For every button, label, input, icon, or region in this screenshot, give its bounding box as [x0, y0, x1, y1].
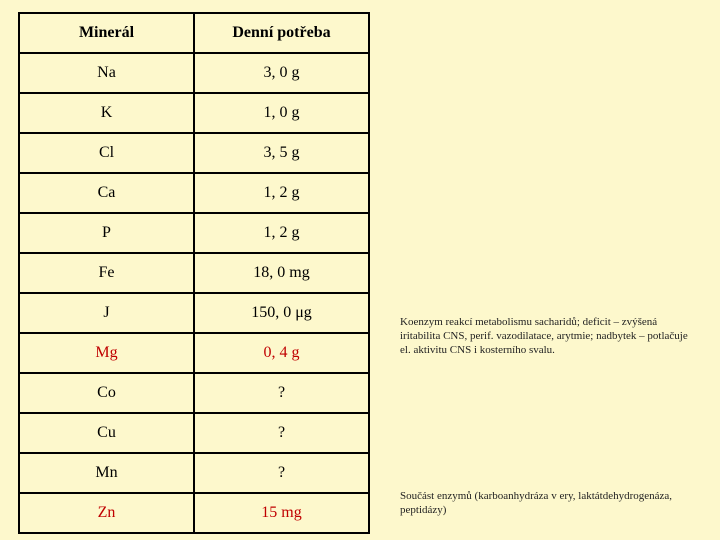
cell-value: 0, 4 g	[194, 333, 369, 373]
cell-mineral: Mg	[19, 333, 194, 373]
side-note-zn: Součást enzymů (karboanhydráza v ery, la…	[400, 490, 700, 518]
table-row: Mn ?	[19, 453, 369, 493]
cell-mineral: Mn	[19, 453, 194, 493]
cell-value: 3, 5 g	[194, 133, 369, 173]
cell-value: 3, 0 g	[194, 53, 369, 93]
table-header-row: Minerál Denní potřeba	[19, 13, 369, 53]
table-row: Fe 18, 0 mg	[19, 253, 369, 293]
table-row: Cl 3, 5 g	[19, 133, 369, 173]
cell-value: 150, 0 μg	[194, 293, 369, 333]
cell-mineral: Cu	[19, 413, 194, 453]
cell-mineral: Zn	[19, 493, 194, 533]
table-row: J 150, 0 μg	[19, 293, 369, 333]
cell-mineral: Na	[19, 53, 194, 93]
table-row: P 1, 2 g	[19, 213, 369, 253]
table-row: Na 3, 0 g	[19, 53, 369, 93]
cell-value: 1, 0 g	[194, 93, 369, 133]
cell-mineral: Co	[19, 373, 194, 413]
cell-value: 15 mg	[194, 493, 369, 533]
cell-value: ?	[194, 413, 369, 453]
cell-value: 1, 2 g	[194, 173, 369, 213]
minerals-table-wrap: Minerál Denní potřeba Na 3, 0 g K 1, 0 g…	[18, 12, 370, 534]
cell-value: ?	[194, 373, 369, 413]
cell-value: 1, 2 g	[194, 213, 369, 253]
minerals-table: Minerál Denní potřeba Na 3, 0 g K 1, 0 g…	[18, 12, 370, 534]
table-row: Co ?	[19, 373, 369, 413]
cell-mineral: J	[19, 293, 194, 333]
table-row: Mg 0, 4 g	[19, 333, 369, 373]
table-row: Ca 1, 2 g	[19, 173, 369, 213]
cell-mineral: Fe	[19, 253, 194, 293]
cell-value: 18, 0 mg	[194, 253, 369, 293]
cell-value: ?	[194, 453, 369, 493]
cell-mineral: P	[19, 213, 194, 253]
side-note-mg: Koenzym reakcí metabolismu sacharidů; de…	[400, 316, 700, 357]
table-row: Zn 15 mg	[19, 493, 369, 533]
cell-mineral: Cl	[19, 133, 194, 173]
table-row: Cu ?	[19, 413, 369, 453]
header-mineral: Minerál	[19, 13, 194, 53]
cell-mineral: K	[19, 93, 194, 133]
header-value: Denní potřeba	[194, 13, 369, 53]
cell-mineral: Ca	[19, 173, 194, 213]
table-row: K 1, 0 g	[19, 93, 369, 133]
